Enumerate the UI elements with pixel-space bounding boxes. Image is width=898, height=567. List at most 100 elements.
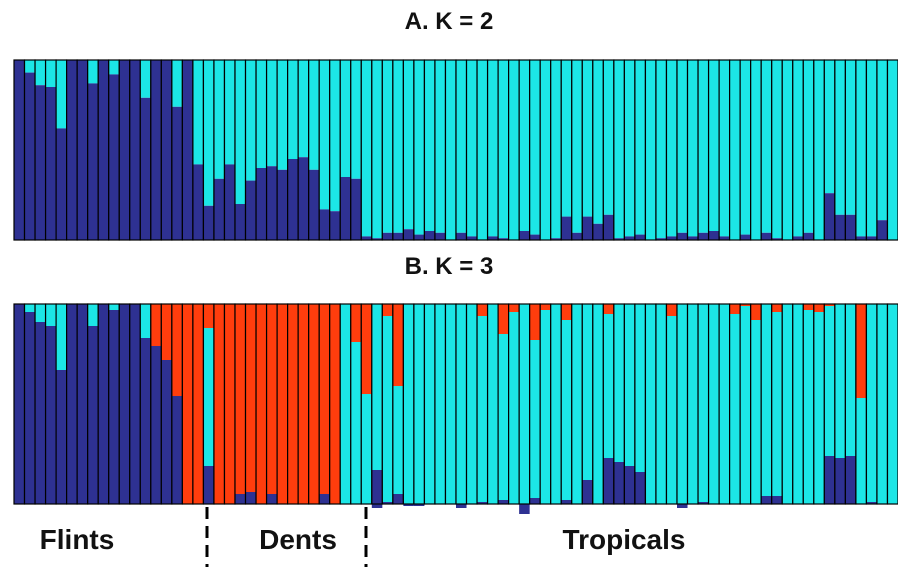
panel-a-bar-57-cluster-1 bbox=[603, 214, 614, 240]
panel-b-bar-23-cluster-1 bbox=[245, 492, 257, 504]
panel-b-bar-32-cluster-2 bbox=[340, 304, 351, 504]
panel-a-bar-72-cluster-2 bbox=[761, 60, 772, 233]
panel-a-bar-18-cluster-1 bbox=[192, 164, 204, 240]
panel-b-bar-34-cluster-2 bbox=[361, 394, 372, 504]
panel-a-bar-26-cluster-1 bbox=[277, 169, 288, 240]
panel-b-bar-34-cluster-3 bbox=[361, 304, 372, 394]
panel-b-bar-55-cluster-1 bbox=[582, 480, 593, 504]
panel-b-bar-64-cluster-1 bbox=[677, 504, 688, 508]
panel-b-bar-53-cluster-2 bbox=[561, 320, 572, 500]
panel-a-bar-78-cluster-2 bbox=[824, 60, 835, 194]
panel-a-bar-73-cluster-1 bbox=[771, 238, 783, 240]
panel-a-bar-32-cluster-2 bbox=[340, 60, 351, 177]
panel-a-bar-39-cluster-2 bbox=[413, 60, 425, 235]
panel-b-bar-12-cluster-1 bbox=[129, 304, 141, 504]
panel-b-bar-37-cluster-1 bbox=[392, 494, 404, 504]
panel-a-bar-83-cluster-1 bbox=[876, 220, 888, 240]
panel-b-bar-33-cluster-3 bbox=[350, 304, 362, 342]
panel-a-bar-12-cluster-1 bbox=[129, 60, 141, 240]
panel-b-bar-52-cluster-2 bbox=[550, 304, 562, 504]
panel-b-bar-73-cluster-1 bbox=[771, 496, 783, 504]
panel-a-bar-10-cluster-2 bbox=[108, 60, 120, 75]
panel-b-bar-77-cluster-2 bbox=[813, 312, 825, 504]
panel-a-bar-65-cluster-2 bbox=[687, 60, 699, 237]
panel-b-bar-22-cluster-1 bbox=[235, 494, 246, 504]
group-label-dents: Dents bbox=[259, 524, 337, 555]
panel-a-bar-77-cluster-2 bbox=[813, 60, 825, 240]
panel-b-bar-45-cluster-2 bbox=[477, 316, 488, 502]
panel-b-bar-4-cluster-2 bbox=[45, 304, 57, 326]
panel-b-bar-2-cluster-2 bbox=[24, 304, 36, 312]
panel-a-bar-34-cluster-1 bbox=[361, 236, 372, 240]
panel-a-bar-20-cluster-2 bbox=[213, 60, 225, 179]
panel-a-bar-46-cluster-2 bbox=[487, 60, 499, 237]
panel-a-bar-60-cluster-1 bbox=[634, 234, 646, 240]
panel-b-bar-70-cluster-3 bbox=[740, 304, 751, 306]
panel-b-bar-81-cluster-3 bbox=[855, 304, 867, 398]
panel-a-bar-39-cluster-1 bbox=[413, 234, 425, 240]
panel-a-bar-58-cluster-2 bbox=[613, 60, 625, 239]
panel-b-bar-78-cluster-2 bbox=[824, 306, 835, 456]
panel-b-bar-45-cluster-1 bbox=[477, 502, 488, 504]
panel-a-bar-54-cluster-1 bbox=[571, 232, 583, 240]
panel-a-bar-18-cluster-2 bbox=[192, 60, 204, 165]
panel-b-bar-76-cluster-3 bbox=[803, 304, 814, 310]
panel-b-bar-1-cluster-1 bbox=[14, 304, 25, 504]
panel-b-bar-53-cluster-1 bbox=[561, 500, 572, 504]
panel-b-bar-73-cluster-2 bbox=[771, 312, 783, 496]
panel-b-bar-37-cluster-3 bbox=[392, 304, 404, 386]
panel-a-bar-28-cluster-2 bbox=[298, 60, 309, 158]
panel-a-bar-33-cluster-1 bbox=[350, 178, 362, 240]
panel-b-bar-80-cluster-1 bbox=[845, 456, 856, 504]
panel-a-bar-65-cluster-1 bbox=[687, 236, 699, 240]
panel-a-bar-50-cluster-1 bbox=[529, 234, 541, 240]
panel-b-bar-38-cluster-1 bbox=[403, 504, 414, 506]
panel-a-bar-42-cluster-2 bbox=[445, 60, 456, 240]
panel-b-bar-48-cluster-2 bbox=[508, 312, 520, 504]
panel-a-bar-5-cluster-1 bbox=[56, 128, 67, 240]
panel-a-bar-31-cluster-1 bbox=[329, 211, 341, 240]
panel-b-bar-38-cluster-2 bbox=[403, 304, 414, 504]
panel-a-bar-4-cluster-1 bbox=[45, 87, 57, 240]
panel-b-bar-21-cluster-3 bbox=[224, 304, 235, 504]
panel-b-bar-60-cluster-1 bbox=[634, 472, 646, 504]
panel-b-bar-63-cluster-2 bbox=[666, 316, 677, 504]
panel-a-bar-59-cluster-2 bbox=[624, 60, 635, 237]
panel-b-bar-66-cluster-2 bbox=[698, 304, 709, 502]
panel-b-bar-5-cluster-1 bbox=[56, 370, 67, 504]
panel-a-bar-75-cluster-1 bbox=[792, 236, 804, 240]
panel-a-bar-35-cluster-2 bbox=[371, 60, 383, 239]
panel-b-bar-30-cluster-1 bbox=[319, 494, 330, 504]
panel-a-bar-63-cluster-2 bbox=[666, 60, 677, 237]
panel-b-bar-50-cluster-3 bbox=[529, 304, 541, 340]
panel-b-bar-49-cluster-1 bbox=[519, 504, 530, 514]
panel-a-bar-33-cluster-2 bbox=[350, 60, 362, 179]
panel-b-bar-16-cluster-1 bbox=[171, 396, 183, 504]
panel-a-bar-71-cluster-2 bbox=[750, 60, 762, 240]
panel-b-bar-50-cluster-1 bbox=[529, 498, 541, 504]
panel-b-bar-3-cluster-2 bbox=[35, 304, 46, 322]
panel-a-bar-51-cluster-2 bbox=[540, 60, 551, 240]
panel-a-bar-62-cluster-2 bbox=[655, 60, 667, 239]
panel-a-bar-31-cluster-2 bbox=[329, 60, 341, 212]
panel-a-bar-72-cluster-1 bbox=[761, 232, 772, 240]
panel-b-bar-61-cluster-2 bbox=[645, 304, 656, 504]
panel-a-bar-80-cluster-1 bbox=[845, 214, 856, 240]
panel-b-bar-69-cluster-3 bbox=[729, 304, 741, 314]
panel-b-bar-36-cluster-3 bbox=[382, 304, 393, 316]
panel-b-bar-39-cluster-1 bbox=[413, 504, 425, 506]
panel-a-bar-53-cluster-2 bbox=[561, 60, 572, 217]
panel-b-bar-19-cluster-2 bbox=[203, 328, 214, 466]
panel-a-bar-23-cluster-1 bbox=[245, 180, 257, 240]
panel-b-bar-6-cluster-1 bbox=[66, 304, 78, 504]
panel-b-bar-14-cluster-1 bbox=[150, 346, 162, 504]
panel-b-bar-13-cluster-1 bbox=[140, 338, 151, 504]
panel-a-bar-64-cluster-1 bbox=[677, 232, 688, 240]
panel-b-bar-54-cluster-2 bbox=[571, 304, 583, 504]
panel-a-bar-40-cluster-2 bbox=[424, 60, 435, 231]
panel-a-bar-20-cluster-1 bbox=[213, 178, 225, 240]
panel-b-bar-4-cluster-1 bbox=[45, 326, 57, 504]
panel-a-bar-44-cluster-2 bbox=[466, 60, 478, 237]
panel-a-bar-80-cluster-2 bbox=[845, 60, 856, 215]
